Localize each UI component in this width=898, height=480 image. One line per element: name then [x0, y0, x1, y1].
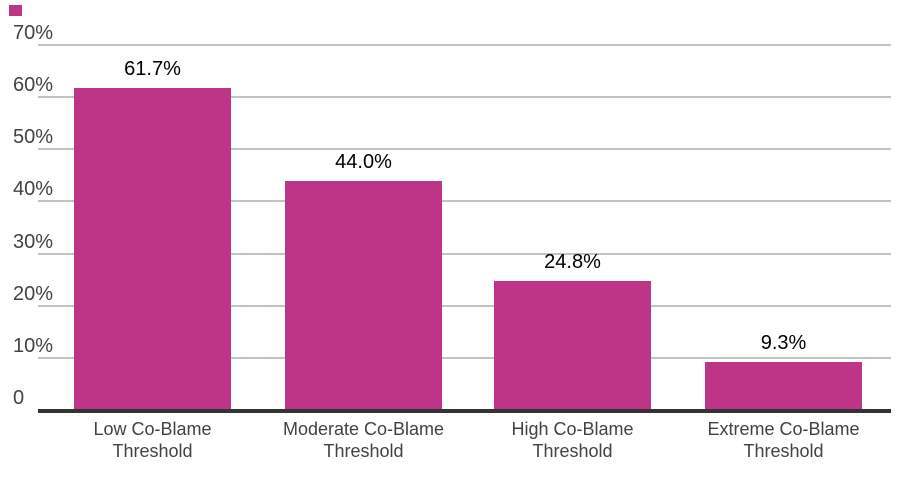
- gridline-40: [38, 200, 891, 203]
- x-axis-baseline: [38, 409, 891, 413]
- bar-high-co-blame: [494, 280, 651, 410]
- category-label-low: Low Co-Blame Threshold: [43, 418, 263, 462]
- y-axis-tick-label-40: 40%: [13, 178, 54, 201]
- value-label-low: 61.7%: [124, 58, 181, 81]
- category-label-high: High Co-Blame Threshold: [463, 418, 683, 462]
- gridline-70: [38, 44, 891, 46]
- category-label-line: Moderate Co-Blame: [282, 419, 445, 439]
- category-label-line: Low Co-Blame: [93, 419, 212, 439]
- category-label-extreme: Extreme Co-Blame Threshold: [674, 418, 894, 462]
- value-label-extreme: 9.3%: [760, 331, 807, 354]
- bar-low-co-blame: [74, 88, 231, 410]
- value-label-high: 24.8%: [544, 250, 601, 273]
- category-label-line: Threshold: [532, 441, 613, 461]
- y-axis-tick-label-10: 10%: [13, 334, 54, 357]
- y-axis-tick-label-70: 70%: [13, 22, 54, 44]
- category-label-line: Extreme Co-Blame: [707, 419, 860, 439]
- category-label-line: Threshold: [112, 441, 193, 461]
- gridline-20: [38, 304, 891, 307]
- gridline-60: [38, 96, 891, 99]
- y-axis-tick-label-20: 20%: [13, 282, 54, 305]
- y-axis-tick-label-50: 50%: [13, 126, 54, 149]
- gridline-30: [38, 252, 891, 255]
- series-color-swatch: [9, 5, 22, 16]
- category-label-line: Threshold: [743, 441, 824, 461]
- gridline-10: [38, 356, 891, 359]
- value-label-moderate: 44.0%: [335, 150, 392, 173]
- category-label-line: Threshold: [323, 441, 404, 461]
- bar-extreme-co-blame: [705, 361, 862, 410]
- category-label-moderate: Moderate Co-Blame Threshold: [254, 418, 474, 462]
- y-axis-tick-label-30: 30%: [13, 230, 54, 253]
- y-axis-tick-label-0: 0: [13, 387, 25, 409]
- category-label-line: High Co-Blame: [511, 419, 634, 439]
- gridline-50: [38, 148, 891, 151]
- y-axis-tick-label-60: 60%: [13, 74, 54, 97]
- bar-moderate-co-blame: [285, 180, 442, 410]
